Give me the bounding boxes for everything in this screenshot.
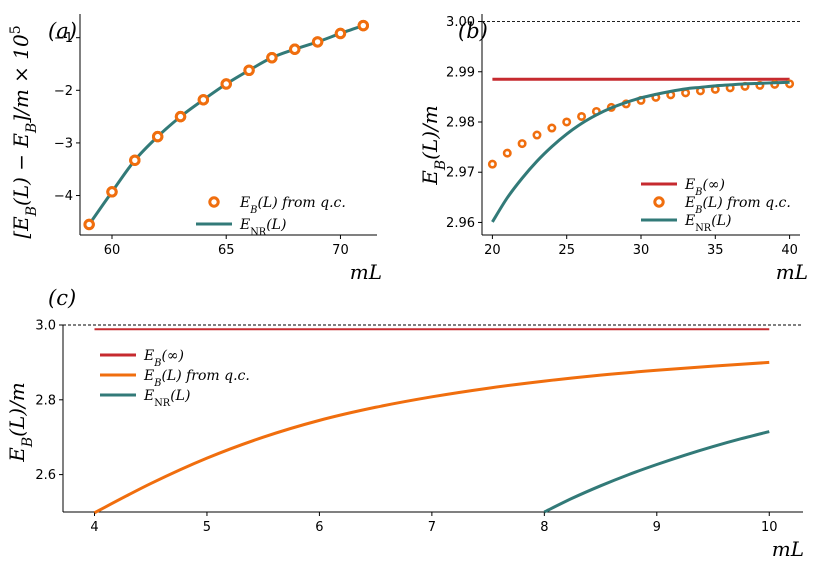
legend-item: EB(∞) [641,177,725,198]
x-tick-label: 5 [203,520,211,535]
y-tick-label: 2.97 [446,166,475,181]
y-axis-label: EB(L)/m [418,105,449,186]
y-tick-label: 2.98 [446,115,475,130]
data-point [547,123,557,133]
data-point [562,117,572,127]
x-axis-label: mL [350,260,382,284]
x-tick-label: 7 [428,520,436,535]
data-point [266,51,278,64]
y-axis-label: EB(L)/m [5,382,36,463]
y-tick-label: −1 [54,31,73,46]
y-tick-label: 2.8 [35,393,56,408]
data-point [151,130,164,143]
legend-item: ENR(L) [100,388,190,409]
x-tick-label: 70 [332,243,349,258]
x-tick-label: 9 [653,520,661,535]
series-line [543,430,770,514]
legend-label: ENR(L) [239,217,286,238]
legend-label: EB(L) from q.c. [239,195,346,216]
legend-label: EB(L) from q.c. [684,195,791,216]
data-point [517,139,527,149]
legend: EB(∞)EB(L) from q.c.ENR(L) [100,348,250,409]
data-point [502,148,512,158]
legend-item: EB(L) from q.c. [100,368,250,389]
y-tick-label: 2.99 [446,65,475,80]
legend-label: ENR(L) [143,388,190,409]
legend-label: EB(∞) [684,177,725,198]
data-point [243,64,255,77]
chart-panel-c: (c) 4 5 6 7 8 9 10 2.6 2.8 3.0 mL EB(L)/m EB(∞)EB(L) … [5,286,804,561]
x-tick-label: 8 [540,520,548,535]
x-tick-label: 35 [707,243,724,258]
series-line [491,80,790,223]
marker-overlay [83,19,369,231]
data-point [577,111,587,121]
y-tick-label: 2.6 [35,468,56,483]
series-1 [487,79,795,169]
data-point [334,27,347,40]
legend-marker [653,196,665,208]
x-tick-label: 30 [633,243,650,258]
data-point [220,78,232,90]
legend-label: ENR(L) [684,213,731,234]
data-point [532,130,542,140]
y-tick-label: 3.00 [446,15,475,30]
legend-item: EB(L) from q.c. [653,195,791,216]
chart-panel-a: (a) 60 65 70 −4 −3 −2 −1 mL [EB(L) − EB]/m × 105 E… [8,14,382,284]
data-point [197,94,210,106]
y-tick-label: −4 [54,189,73,204]
x-tick-label: 6 [315,520,323,535]
data-point [357,19,369,32]
legend-item: EB(L) from q.c. [208,195,346,216]
legend: EB(L) from q.c.ENR(L) [196,195,346,238]
y-tick-label: 3.0 [35,319,56,334]
panel-label: (a) [48,19,77,43]
legend-label: EB(∞) [143,348,184,369]
y-tick-label: 2.96 [446,216,475,231]
x-tick-label: 4 [90,520,98,535]
data-point [174,110,187,123]
series-1 [93,360,770,515]
x-tick-label: 65 [218,243,235,258]
y-tick-label: −3 [54,136,73,151]
y-tick-label: −2 [54,84,73,99]
data-point [106,186,118,198]
data-point [83,218,95,231]
series-2 [491,80,790,223]
panel-label: (b) [458,19,488,43]
x-tick-label: 10 [761,520,778,535]
legend: EB(∞)EB(L) from q.c.ENR(L) [641,177,791,234]
y-axis-label: [EB(L) − EB]/m × 105 [8,25,40,238]
series-line [93,360,770,515]
panel-label: (c) [48,286,76,310]
data-point [311,36,324,48]
x-tick-label: 60 [104,243,121,258]
x-axis-label: mL [772,537,804,561]
series-2 [543,430,770,514]
legend-label: EB(L) from q.c. [143,368,250,389]
legend-item: ENR(L) [196,217,286,238]
data-point [487,159,497,169]
legend-item: ENR(L) [641,213,731,234]
data-point [289,43,301,55]
x-tick-label: 40 [781,243,798,258]
legend-item: EB(∞) [100,348,184,369]
x-axis-label: mL [776,260,808,284]
legend-marker [208,196,220,208]
data-point [129,154,141,166]
x-tick-label: 25 [558,243,575,258]
chart-panel-b: (b) 20 25 30 35 40 2.96 2.97 2.98 2.99 3.00 mL EB(L)… [418,14,808,284]
x-tick-label: 20 [484,243,501,258]
